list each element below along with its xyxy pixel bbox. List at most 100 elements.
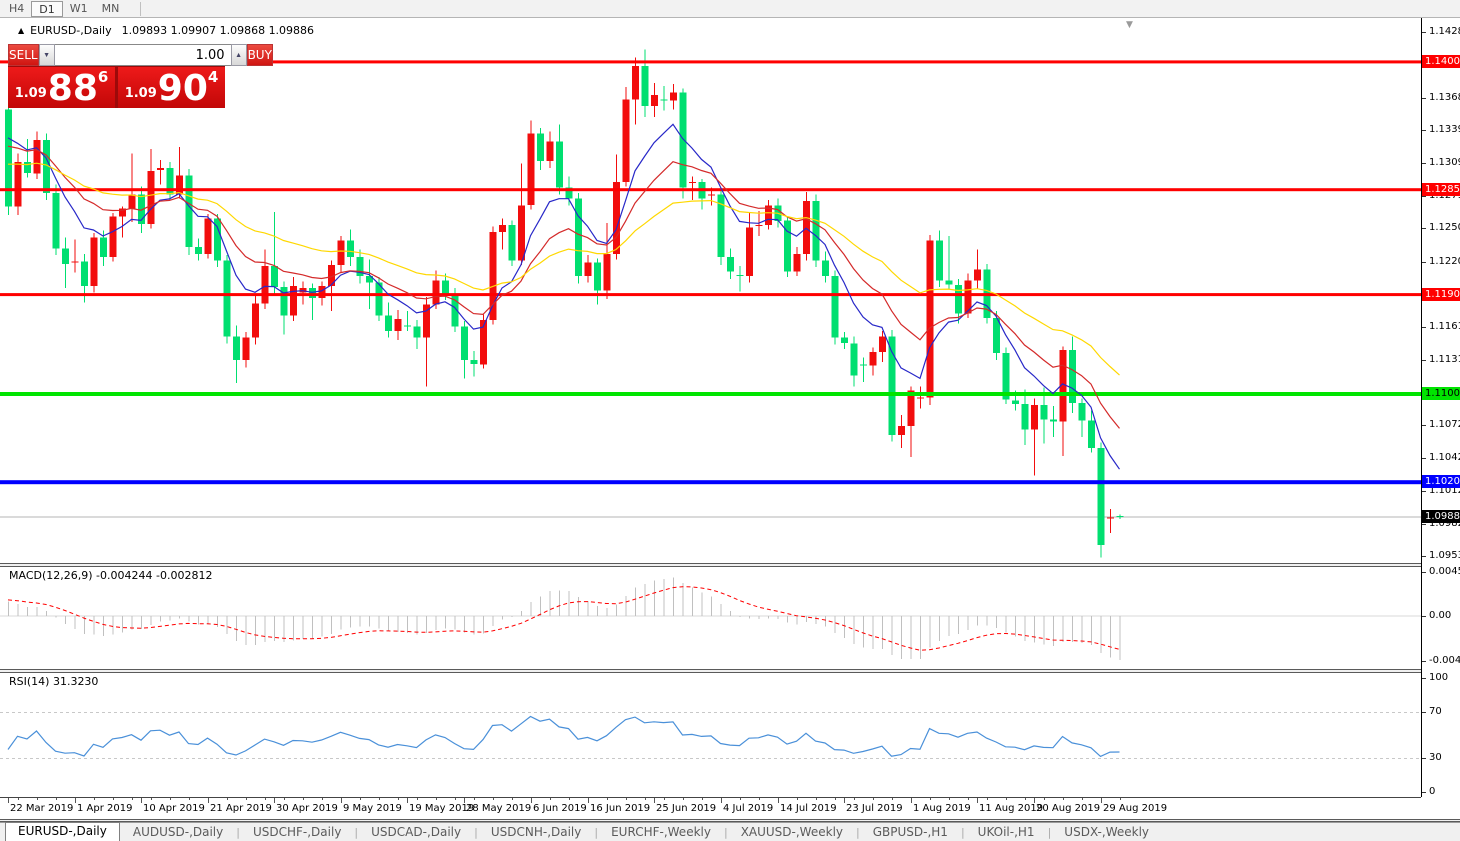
price-tick-label: 1.14280 [1429, 26, 1460, 37]
date-minor-tick [113, 798, 114, 800]
volume-input[interactable] [54, 44, 231, 66]
price-tick-label: 1.09530 [1429, 550, 1460, 561]
date-minor-tick [626, 798, 627, 800]
price-tick-label: 1.13685 [1429, 92, 1460, 103]
sell-pips: 88 [47, 67, 98, 109]
date-tick [778, 798, 779, 803]
price-tick [1422, 130, 1426, 131]
date-label: 19 May 2019 [409, 803, 475, 814]
date-minor-tick [854, 798, 855, 800]
date-axis: 22 Mar 2019 1 Apr 2019 10 Apr 2019 21 Apr 2… [0, 797, 1421, 819]
chart-tab-eurchf-weekly[interactable]: EURCHF-,Weekly [611, 825, 711, 839]
price-tick [1422, 228, 1426, 229]
chart-tab-audusd-daily[interactable]: AUDUSD-,Daily [132, 825, 224, 839]
date-tick [588, 798, 589, 803]
date-minor-tick [683, 798, 684, 800]
timeframe-button-w1[interactable]: W1 [69, 1, 88, 15]
chart-tab-gbpusd-h1[interactable]: GBPUSD-,H1 [872, 825, 948, 839]
chart-tab-usdx-weekly[interactable]: USDX-,Weekly [1064, 825, 1150, 839]
chart-tab-ukoil-h1[interactable]: UKOil-,H1 [977, 825, 1035, 839]
volume-decrease-button[interactable]: ▼ [38, 44, 55, 66]
price-tick [1422, 163, 1426, 164]
chart-tab-xauusd-weekly[interactable]: XAUUSD-,Weekly [740, 825, 843, 839]
chart-tab-usdcnh-daily[interactable]: USDCNH-,Daily [490, 825, 582, 839]
tab-separator: | [474, 826, 478, 839]
chart-tab-eurusd-daily[interactable]: EURUSD-,Daily [5, 822, 120, 841]
timeframe-button-mn[interactable]: MN [101, 1, 120, 15]
price-tick [1422, 556, 1426, 557]
chart-tab-usdcad-daily[interactable]: USDCAD-,Daily [371, 825, 462, 839]
date-minor-tick [189, 798, 190, 800]
date-minor-tick [303, 798, 304, 800]
price-tick [1422, 360, 1426, 361]
volume-increase-button[interactable]: ▲ [230, 44, 247, 66]
chart-shift-marker-icon: ▼ [1126, 20, 1133, 30]
date-minor-tick [873, 798, 874, 800]
date-minor-tick [816, 798, 817, 800]
price-tick [1422, 262, 1426, 263]
date-label: 25 Jun 2019 [656, 803, 717, 814]
rsi-axis-tick [1422, 758, 1426, 759]
buy-button[interactable]: BUY [246, 44, 273, 66]
sell-pipette: 6 [97, 68, 109, 86]
date-minor-tick [797, 798, 798, 800]
tab-separator: | [960, 826, 965, 839]
buy-price-button[interactable]: 1.09 90 4 [118, 67, 225, 108]
rsi-axis-label: 100 [1429, 672, 1449, 683]
date-label: 4 Jul 2019 [723, 803, 774, 814]
date-label: 28 May 2019 [466, 803, 532, 814]
date-minor-tick [56, 798, 57, 800]
date-minor-tick [968, 798, 969, 800]
price-tick-label: 1.12500 [1429, 222, 1460, 233]
date-label: 11 Aug 2019 [979, 803, 1044, 814]
date-minor-tick [987, 798, 988, 800]
date-minor-tick [417, 798, 418, 800]
date-label: 6 Jun 2019 [533, 803, 587, 814]
date-label: 29 Aug 2019 [1103, 803, 1168, 814]
panel-separator[interactable] [0, 563, 1460, 567]
date-tick [1101, 798, 1102, 803]
chart-ohlc-values: 1.09893 1.09907 1.09868 1.09886 [121, 24, 315, 37]
sell-price-button[interactable]: 1.09 88 6 [8, 67, 115, 108]
price-tick [1422, 327, 1426, 328]
rsi-axis-label: 0 [1429, 786, 1436, 797]
date-minor-tick [18, 798, 19, 800]
date-label: 23 Jul 2019 [846, 803, 903, 814]
date-minor-tick [702, 798, 703, 800]
date-minor-tick [474, 798, 475, 800]
timeframe-toolbar: H4 D1 W1 MN [0, 0, 1460, 18]
date-minor-tick [759, 798, 760, 800]
rsi-axis-label: 70 [1429, 706, 1442, 717]
date-minor-tick [132, 798, 133, 800]
chart-tab-usdchf-daily[interactable]: USDCHF-,Daily [252, 825, 342, 839]
panel-separator[interactable] [0, 669, 1460, 673]
date-minor-tick [1044, 798, 1045, 800]
rsi-axis-tick [1422, 712, 1426, 713]
date-minor-tick [1082, 798, 1083, 800]
rsi-indicator-canvas [0, 712, 1421, 759]
date-minor-tick [645, 798, 646, 800]
date-minor-tick [360, 798, 361, 800]
date-tick [844, 798, 845, 803]
date-minor-tick [398, 798, 399, 800]
date-minor-tick [569, 798, 570, 800]
price-tick [1422, 458, 1426, 459]
price-tick [1422, 524, 1426, 525]
timeframe-button-d1[interactable]: D1 [31, 0, 63, 17]
date-minor-tick [322, 798, 323, 800]
date-label: 1 Aug 2019 [913, 803, 971, 814]
sell-button[interactable]: SELL [8, 44, 39, 66]
tab-separator: | [594, 826, 599, 839]
macd-axis-label: -0.00480 [1429, 655, 1460, 666]
rsi-label: RSI(14) 31.3230 [9, 675, 99, 688]
date-label: 20 Aug 2019 [1036, 803, 1101, 814]
price-tick-label: 1.10125 [1429, 485, 1460, 496]
current-price-label: 1.09886 [1422, 510, 1460, 523]
timeframe-button-h4[interactable]: H4 [9, 1, 25, 15]
rsi-axis-tick [1422, 678, 1426, 679]
chart-tab-bar: EURUSD-,Daily AUDUSD-,Daily | USDCHF-,Daily… [0, 822, 1460, 841]
tab-separator: | [1047, 826, 1052, 839]
price-tick [1422, 98, 1426, 99]
